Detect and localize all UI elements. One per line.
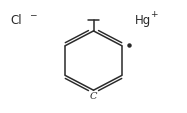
Text: C: C — [90, 92, 97, 100]
Text: −: − — [29, 10, 36, 19]
Text: Hg: Hg — [135, 14, 151, 27]
Text: +: + — [150, 10, 157, 19]
Text: Cl: Cl — [10, 14, 22, 27]
